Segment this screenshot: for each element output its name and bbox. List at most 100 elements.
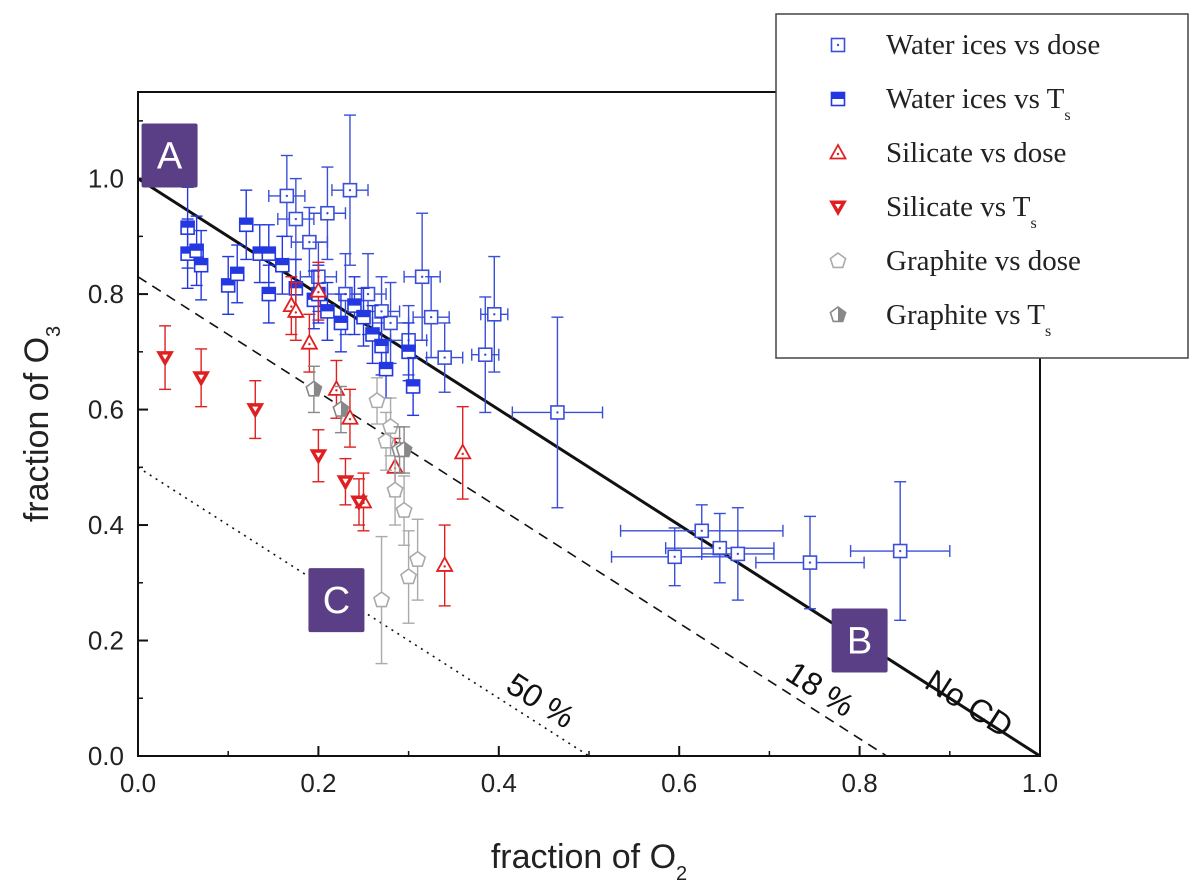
data-point <box>435 555 454 572</box>
series-5 <box>305 365 413 474</box>
data-point-fill <box>313 381 322 396</box>
data-point-dot <box>808 561 812 564</box>
data-point-fill <box>366 328 380 335</box>
series-0 <box>268 114 951 622</box>
data-point-dot <box>484 353 487 356</box>
legend-box <box>775 13 1189 359</box>
data-point-dot <box>461 452 464 456</box>
axis-ticks: 0.0 0.2 0.4 0.6 0.8 1.0 0.0 0.2 0.4 0.6 0.8 1.0 <box>88 120 1058 798</box>
data-point <box>377 432 395 449</box>
data-point-dot <box>443 356 446 359</box>
data-point-dot <box>348 418 352 421</box>
data-point-dot <box>898 549 902 553</box>
data-point-dot <box>673 555 676 558</box>
label-box <box>308 568 365 633</box>
data-point <box>453 443 472 460</box>
data-point-inner <box>198 374 205 380</box>
data-point-dot <box>389 321 392 325</box>
data-point-dot <box>443 565 446 568</box>
legend-marker-fill <box>838 307 846 322</box>
data-point-fill <box>230 267 244 274</box>
x-tick-label: 0.4 <box>481 768 517 798</box>
data-point-dot <box>308 240 311 244</box>
x-tick-label: 1.0 <box>1022 768 1058 798</box>
legend-marker-dot <box>836 43 840 47</box>
data-point-fill <box>404 441 412 457</box>
y-tick-label: 0.4 <box>88 510 124 540</box>
data-point-dot <box>290 305 293 308</box>
data-point <box>409 550 427 567</box>
data-point-inner <box>315 452 322 458</box>
y-axis-label: fraction of O3 <box>18 326 65 522</box>
data-point-dot <box>335 389 338 392</box>
data-point-fill <box>262 247 276 254</box>
data-point-inner <box>355 498 362 504</box>
data-point-dot <box>326 212 329 215</box>
data-point <box>327 379 346 396</box>
label-box <box>141 123 198 188</box>
data-point-dot <box>380 310 383 313</box>
data-point-fill <box>262 287 276 295</box>
data-point-dot <box>493 313 496 316</box>
label-box <box>831 608 888 673</box>
data-point-inner <box>252 406 259 412</box>
series-1 <box>180 186 421 417</box>
data-series <box>156 114 951 665</box>
data-point <box>395 501 413 518</box>
data-point <box>400 568 418 585</box>
data-point-fill <box>375 339 389 347</box>
data-point-fill <box>190 244 204 251</box>
legend-marker-fill <box>831 92 845 99</box>
x-tick-label: 0.0 <box>120 768 156 798</box>
legend-marker <box>829 252 847 269</box>
legend-entry-subscript: s <box>1064 107 1070 124</box>
data-point-fill <box>334 316 348 323</box>
legend-marker <box>828 143 848 160</box>
y-tick-label: 0.0 <box>88 741 124 771</box>
data-point-fill <box>221 278 235 286</box>
data-point-dot <box>556 411 559 414</box>
data-point-fill <box>181 247 195 254</box>
data-point-dot <box>294 311 298 314</box>
y-tick-label: 1.0 <box>88 164 124 194</box>
data-point-fill <box>357 310 370 318</box>
data-point-dot <box>700 529 703 533</box>
data-point <box>300 333 319 350</box>
ref-line-18pct <box>138 276 888 756</box>
legend-entry: Silicate vs dose <box>886 137 1066 169</box>
label-box-text: A <box>157 136 183 178</box>
data-point-fill <box>275 258 289 266</box>
data-point-fill <box>347 299 361 306</box>
legend-entry: Water ices vs dose <box>886 29 1100 61</box>
label-box-text: B <box>847 621 872 663</box>
data-point <box>368 391 386 409</box>
data-point-fill <box>406 379 420 387</box>
x-tick-label: 0.2 <box>300 768 336 798</box>
series-4 <box>368 377 427 665</box>
y-tick-label: 0.8 <box>88 279 124 309</box>
legend-marker-dot <box>836 152 840 156</box>
data-point-dot <box>317 291 320 294</box>
data-point-dot <box>285 194 289 198</box>
data-point-dot <box>420 275 424 278</box>
data-point-inner <box>342 478 349 484</box>
x-axis-label: fraction of O2 <box>491 838 687 885</box>
data-point <box>382 417 400 435</box>
data-point-dot <box>429 315 433 319</box>
data-point-fill <box>402 345 416 352</box>
legend-entry-subscript: s <box>1030 215 1036 232</box>
legend-entry-subscript: s <box>1045 323 1051 340</box>
y-tick-label: 0.6 <box>88 395 124 425</box>
data-point-fill <box>379 362 393 370</box>
legend-marker-inner <box>835 204 841 209</box>
data-point <box>286 301 305 318</box>
data-point-fill <box>340 401 349 417</box>
data-point-dot <box>348 188 352 192</box>
data-point <box>372 591 391 608</box>
data-point-fill <box>253 247 267 254</box>
legend-entry: Graphite vs dose <box>886 245 1081 277</box>
data-point-inner <box>162 354 169 360</box>
data-point-fill <box>239 218 253 225</box>
ref-line-no-cd <box>138 177 1040 756</box>
